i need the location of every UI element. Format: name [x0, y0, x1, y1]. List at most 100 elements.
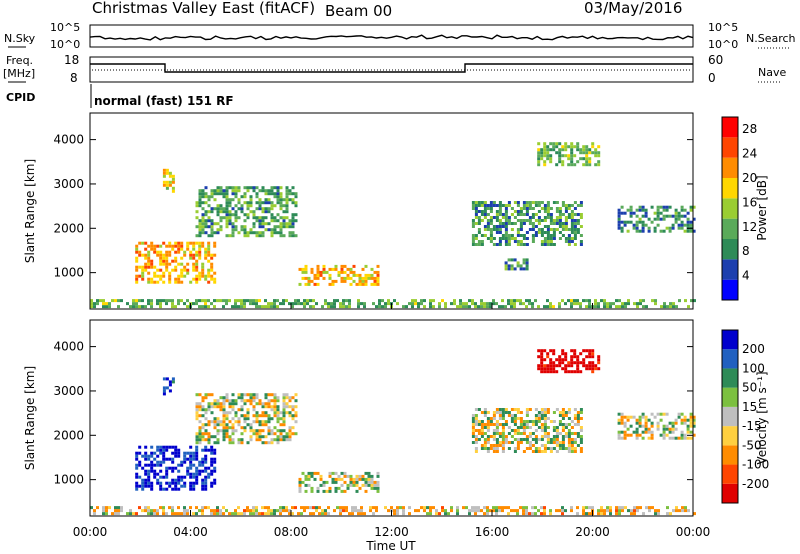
power-cell	[195, 250, 199, 254]
power-cell	[543, 207, 547, 210]
power-cell	[573, 228, 577, 231]
velocity-cell	[468, 509, 471, 513]
velocity-cell	[588, 512, 591, 516]
velocity-cell	[285, 506, 288, 510]
power-cell	[246, 189, 250, 193]
velocity-cell	[373, 486, 377, 490]
velocity-cell	[519, 423, 523, 426]
velocity-cell	[522, 506, 525, 510]
power-cell	[537, 305, 540, 309]
velocity-cell	[147, 484, 151, 488]
power-cell	[337, 270, 341, 274]
velocity-cell	[671, 436, 675, 440]
power-cell	[198, 198, 202, 202]
velocity-cell	[552, 367, 556, 371]
power-cell	[306, 299, 309, 303]
power-cell	[204, 210, 208, 214]
velocity-cell	[630, 509, 633, 513]
power-cell	[606, 302, 609, 306]
velocity-cell	[210, 405, 214, 409]
velocity-cell	[657, 512, 660, 516]
power-cell	[570, 204, 574, 207]
velocity-cell	[495, 441, 499, 444]
power-cell	[594, 148, 598, 152]
velocity-cell	[546, 364, 550, 368]
power-cell	[489, 210, 493, 213]
velocity-cell	[288, 512, 291, 516]
power-cell	[228, 210, 232, 214]
velocity-cell	[156, 478, 160, 482]
velocity-cell	[495, 411, 499, 414]
power-cell	[480, 234, 484, 237]
power-cell	[150, 299, 153, 303]
power-cell	[570, 210, 574, 213]
power-cell	[552, 231, 556, 234]
velocity-cell	[561, 367, 565, 371]
power-cell	[261, 234, 265, 238]
power-cell	[546, 240, 550, 243]
power-cell	[231, 225, 235, 229]
velocity-cell	[180, 460, 184, 464]
power-cell	[291, 219, 295, 223]
velocity-colorbar-segment	[722, 426, 738, 446]
power-cell	[141, 265, 145, 269]
velocity-cell	[189, 466, 193, 470]
velocity-cell	[252, 432, 256, 436]
power-cell	[231, 222, 235, 226]
velocity-cell	[534, 512, 537, 516]
power-cell	[279, 186, 283, 190]
power-cell	[573, 213, 577, 216]
power-cell	[195, 241, 199, 245]
power-cell	[573, 154, 577, 158]
power-cell	[316, 276, 320, 280]
power-cell	[489, 222, 493, 225]
power-cell	[309, 299, 312, 303]
power-cell	[168, 174, 172, 178]
velocity-cell	[543, 358, 547, 362]
power-cell	[219, 219, 223, 223]
power-cell	[144, 268, 148, 272]
velocity-cell	[483, 432, 487, 435]
power-cell	[294, 234, 298, 238]
velocity-cell	[334, 480, 338, 484]
power-cell	[207, 250, 211, 254]
velocity-cell	[483, 447, 487, 450]
velocity-cell	[573, 423, 577, 426]
power-cell	[489, 305, 492, 309]
power-cell	[474, 234, 478, 237]
velocity-cell	[216, 509, 219, 513]
velocity-cell	[507, 512, 510, 516]
velocity-cell	[632, 430, 636, 434]
power-cell	[150, 244, 154, 248]
power-cell	[210, 302, 213, 306]
velocity-cell	[279, 512, 282, 516]
power-cell	[489, 216, 493, 219]
velocity-cell	[264, 512, 267, 516]
power-cell	[159, 262, 163, 266]
velocity-cell	[474, 417, 478, 420]
velocity-cell	[144, 469, 148, 473]
velocity-cell	[576, 358, 580, 362]
power-cell	[316, 270, 320, 274]
velocity-cell	[189, 472, 193, 476]
velocity-cell	[349, 480, 353, 484]
velocity-cell	[561, 426, 565, 429]
power-cell	[249, 228, 253, 232]
velocity-cell	[270, 441, 274, 445]
velocity-cell	[141, 454, 145, 458]
velocity-cell	[334, 471, 338, 475]
velocity-cell	[623, 415, 627, 419]
velocity-cell	[255, 512, 258, 516]
power-cell	[228, 219, 232, 223]
velocity-cell	[555, 438, 559, 441]
velocity-cell	[171, 466, 175, 470]
power-cell	[210, 195, 214, 199]
velocity-cell	[668, 436, 672, 440]
power-cell	[252, 299, 255, 303]
velocity-cell	[267, 432, 271, 436]
velocity-cell	[414, 509, 417, 513]
velocity-cell	[516, 444, 520, 447]
velocity-cell	[339, 506, 342, 510]
power-cell	[207, 305, 210, 309]
power-cell	[513, 267, 517, 271]
